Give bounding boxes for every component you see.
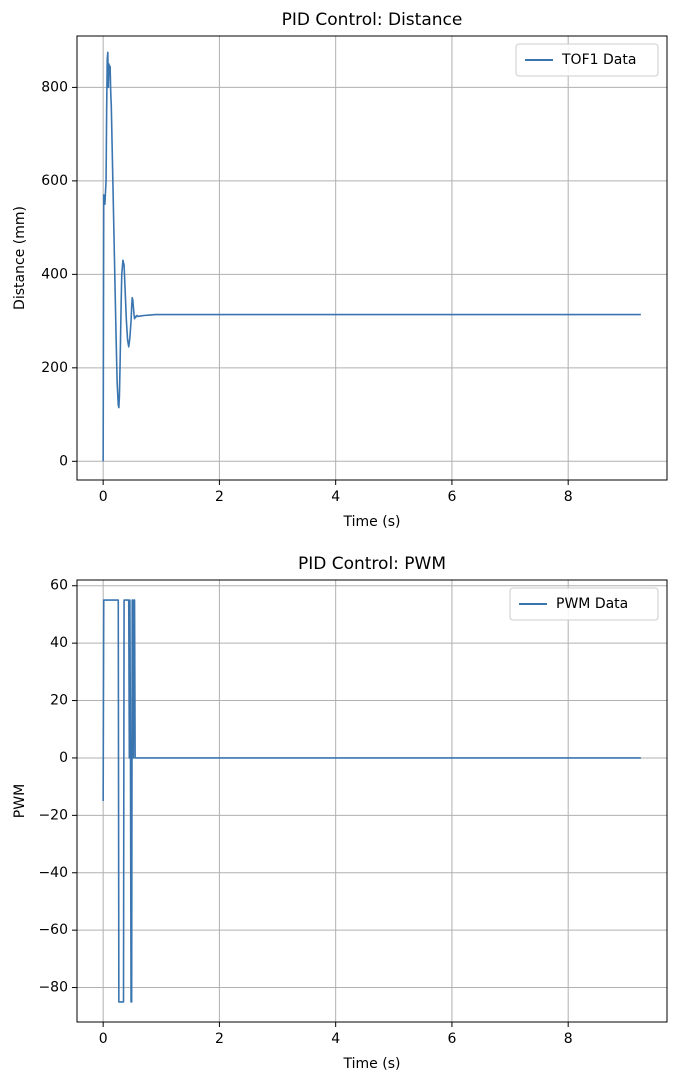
y-tick-label: 0: [59, 750, 68, 766]
x-tick-label: 8: [564, 489, 573, 505]
y-tick-label: −80: [38, 980, 68, 996]
series-line: [102, 51, 641, 462]
y-axis-label: PWM: [12, 784, 28, 818]
y-tick-label: 40: [50, 635, 68, 651]
x-tick-label: 4: [331, 489, 340, 505]
chart-distance: PID Control: Distance Time (s) Distance …: [12, 10, 668, 530]
x-axis-label: Time (s): [343, 514, 401, 530]
plot-frame: [76, 35, 668, 481]
y-tick-label: 200: [41, 360, 68, 376]
chart-title: PID Control: PWM: [298, 554, 446, 574]
y-tick-label: 0: [59, 453, 68, 469]
plot-frame: [76, 579, 668, 1023]
x-axis-label: Time (s): [343, 1056, 401, 1072]
legend-label: PWM Data: [556, 596, 628, 612]
x-tick-label: 4: [331, 1031, 340, 1047]
y-tick-label: 400: [41, 266, 68, 282]
x-tick-label: 2: [215, 1031, 224, 1047]
legend-label: TOF1 Data: [561, 52, 636, 68]
x-tick-label: 0: [99, 1031, 108, 1047]
x-tick-label: 8: [564, 1031, 573, 1047]
y-tick-label: 20: [50, 693, 68, 709]
legend-box: [515, 43, 659, 77]
y-tick-label: 600: [41, 173, 68, 189]
x-tick-label: 0: [99, 489, 108, 505]
chart-pwm: PID Control: PWM Time (s) PWM 0 2 4 6 8 60 40 2…: [12, 554, 668, 1072]
x-tick-label: 6: [447, 489, 456, 505]
legend: TOF1 Data: [515, 43, 659, 77]
legend: PWM Data: [509, 587, 659, 621]
y-tick-label: −40: [38, 865, 68, 881]
series-line: [102, 599, 641, 1003]
x-tick-label: 6: [447, 1031, 456, 1047]
y-tick-label: 60: [50, 578, 68, 594]
y-axis-label: Distance (mm): [12, 206, 28, 310]
y-tick-label: −20: [38, 807, 68, 823]
x-tick-label: 2: [215, 489, 224, 505]
y-tick-label: −60: [38, 922, 68, 938]
chart-title: PID Control: Distance: [282, 10, 463, 30]
legend-box: [509, 587, 659, 621]
y-tick-label: 800: [41, 79, 68, 95]
